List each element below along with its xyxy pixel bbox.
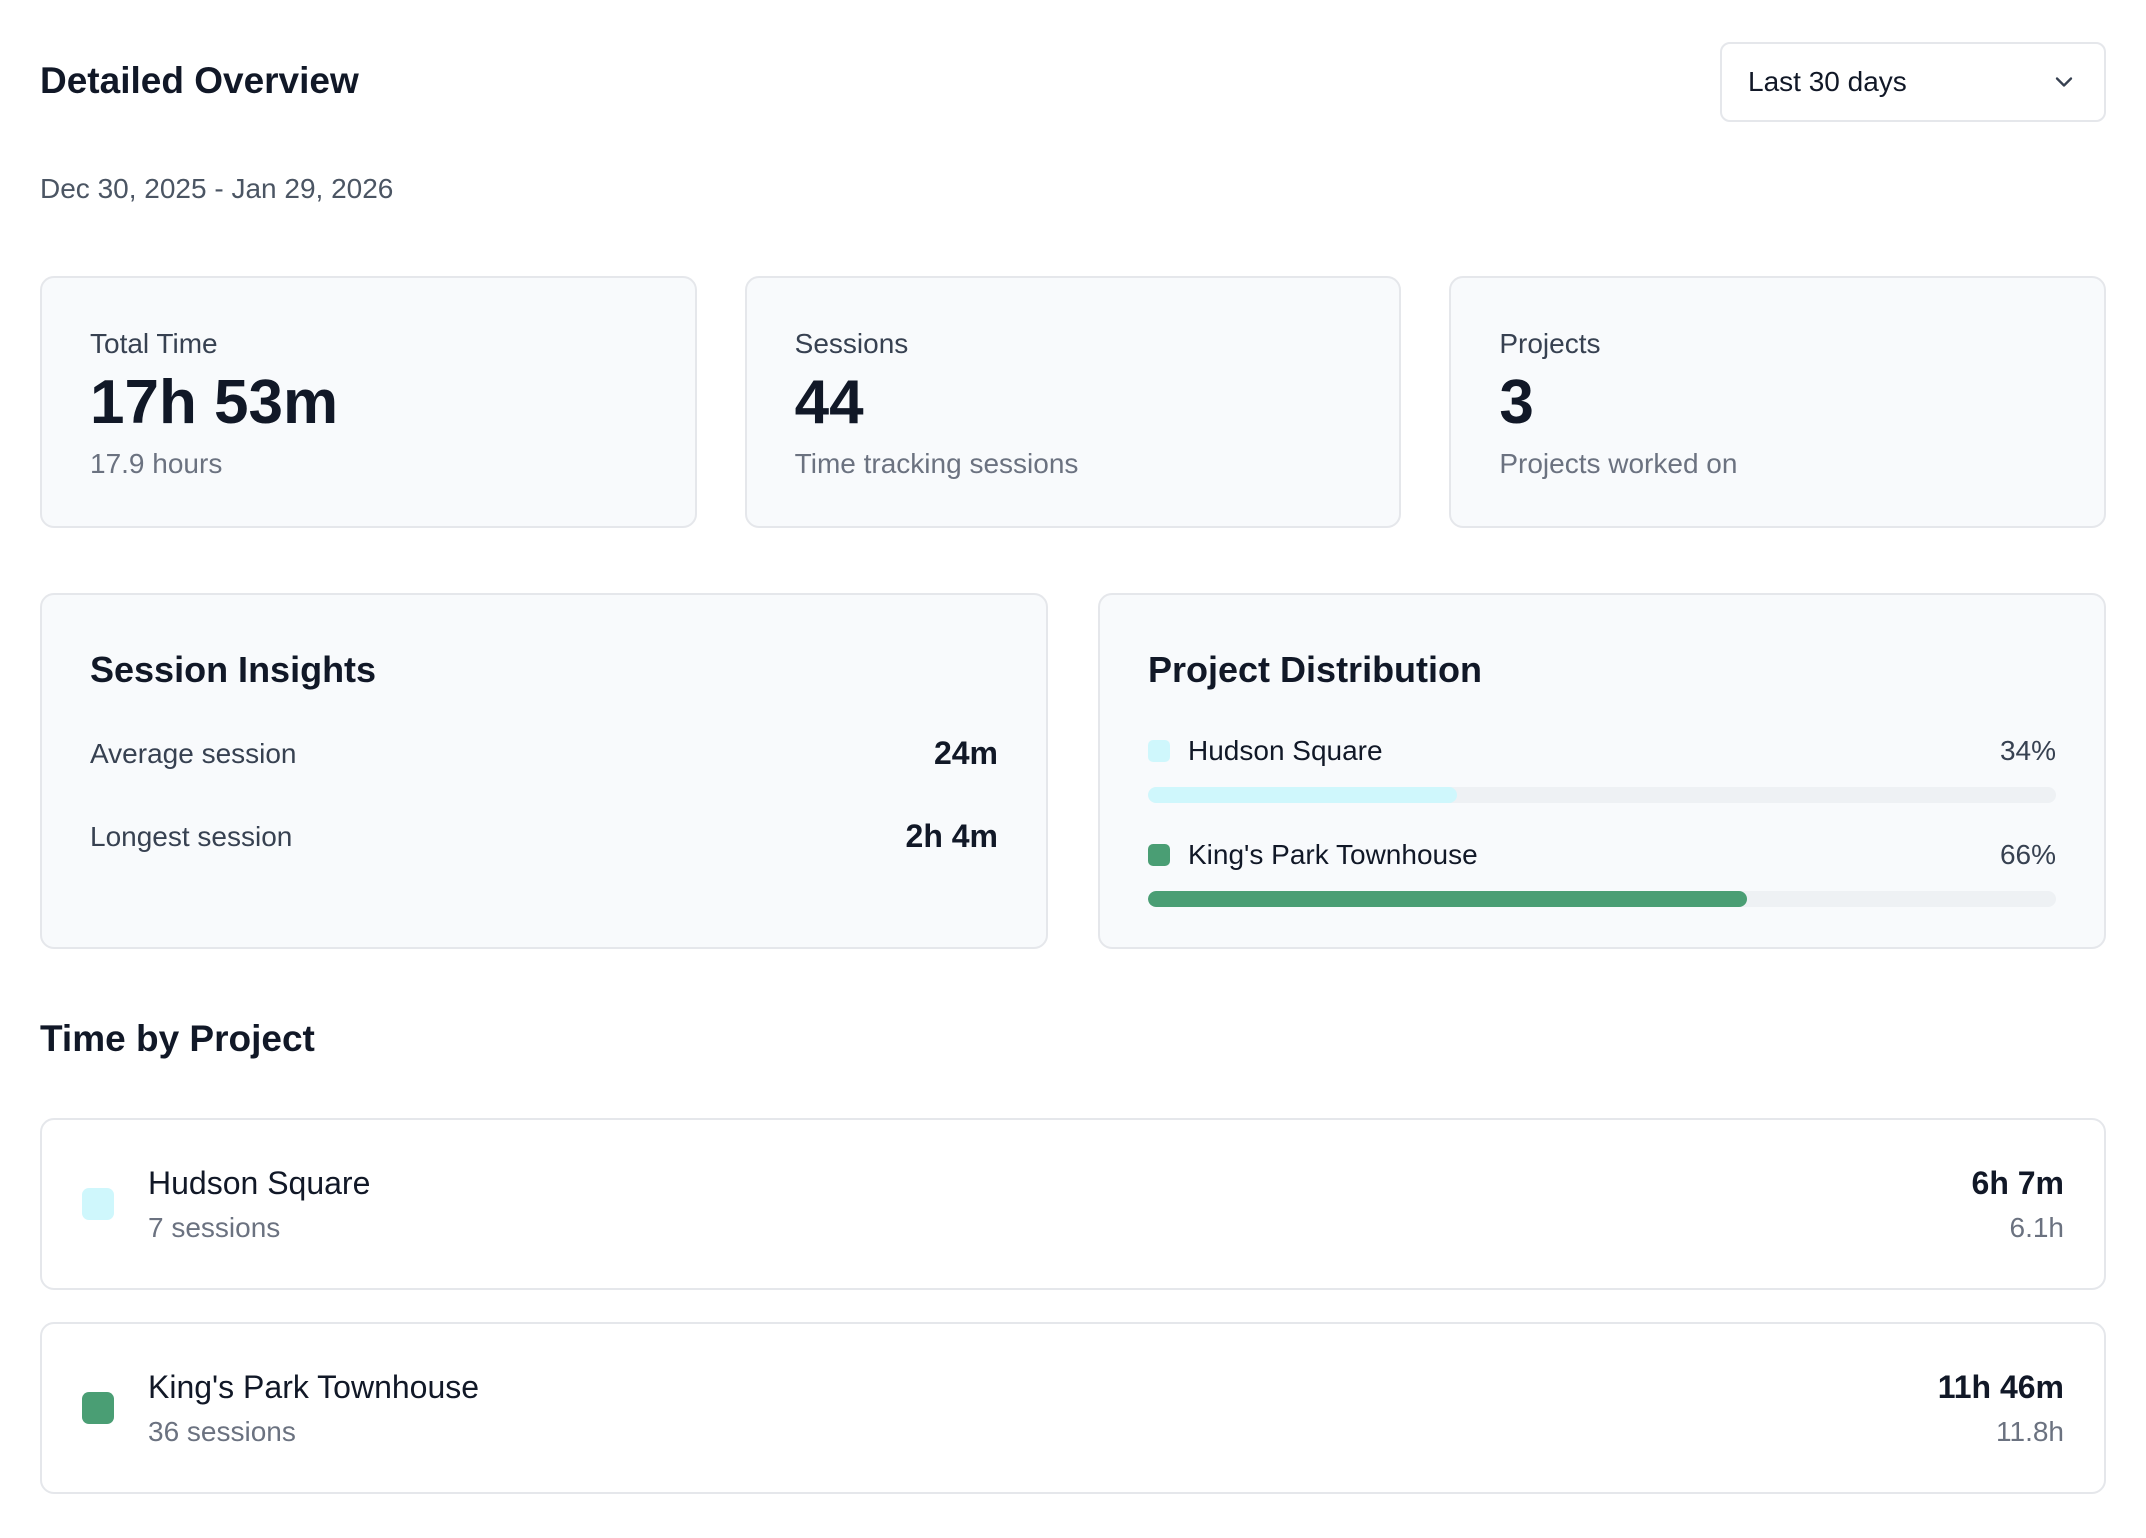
header: Detailed Overview Last 30 days [40,42,2106,122]
project-sessions: 36 sessions [148,1415,296,1447]
stats-row: Total Time 17h 53m 17.9 hours Sessions 4… [40,276,2107,528]
panel-title: Project Distribution [1148,649,1483,690]
date-range-select-label: Last 30 days [1748,66,1907,97]
page-title: Detailed Overview [40,60,359,101]
distribution-name: Hudson Square [1188,735,1383,766]
distribution-item: Hudson Square 34% [1148,735,2056,803]
color-swatch [82,1188,114,1220]
stat-card-total-time: Total Time 17h 53m 17.9 hours [40,276,697,528]
project-time: 11h 46m [1937,1368,2064,1405]
distribution-name: King's Park Townhouse [1188,839,1478,870]
progress-fill [1148,787,1457,803]
distribution-percent: 66% [1999,839,2056,870]
stat-subtext: 17.9 hours [90,448,223,479]
stat-value: 44 [794,368,864,437]
project-sessions: 7 sessions [148,1211,281,1243]
insight-value: 2h 4m [905,818,998,854]
color-swatch [82,1392,114,1424]
stat-card-projects: Projects 3 Projects worked on [1449,276,2107,528]
insight-row-longest: Longest session 2h 4m [90,818,998,855]
date-range-text: Dec 30, 2025 - Jan 29, 2026 [40,173,394,204]
project-row-kings-park-townhouse[interactable]: King's Park Townhouse 36 sessions 11h 46… [40,1322,2106,1494]
insights-row: Session Insights Average session 24m Lon… [40,593,2106,949]
color-swatch [1148,740,1170,762]
distribution-item: King's Park Townhouse 66% [1148,839,2056,907]
stat-value: 3 [1499,368,1534,437]
panel-title: Session Insights [90,649,377,690]
project-hours: 11.8h [1996,1415,2064,1447]
insight-value: 24m [933,735,998,771]
distribution-percent: 34% [1999,735,2056,766]
stat-label: Total Time [90,328,218,359]
insight-label: Longest session [90,820,293,852]
insight-row-average: Average session 24m [90,735,998,772]
section-title: Time by Project [40,1018,315,1059]
date-range-select[interactable]: Last 30 days [1720,42,2106,122]
stat-card-sessions: Sessions 44 Time tracking sessions [744,276,1402,528]
project-name: Hudson Square [148,1164,371,1201]
session-insights-panel: Session Insights Average session 24m Lon… [40,593,1048,949]
stat-label: Sessions [794,328,909,359]
stat-subtext: Time tracking sessions [794,448,1079,479]
project-time: 6h 7m [1971,1164,2064,1201]
project-distribution-panel: Project Distribution Hudson Square 34% K… [1098,593,2106,949]
progress-track [1148,891,2056,907]
stat-subtext: Projects worked on [1499,448,1738,479]
project-name: King's Park Townhouse [148,1368,480,1405]
progress-track [1148,787,2056,803]
project-row-hudson-square[interactable]: Hudson Square 7 sessions 6h 7m 6.1h [40,1118,2106,1290]
stat-label: Projects [1499,328,1601,359]
chevron-down-icon [2055,77,2073,87]
stat-value: 17h 53m [90,368,339,437]
project-list: Hudson Square 7 sessions 6h 7m 6.1h King… [40,1118,2106,1526]
progress-fill [1148,891,1748,907]
color-swatch [1148,844,1170,866]
project-hours: 6.1h [2009,1211,2065,1243]
insight-label: Average session [90,737,297,769]
